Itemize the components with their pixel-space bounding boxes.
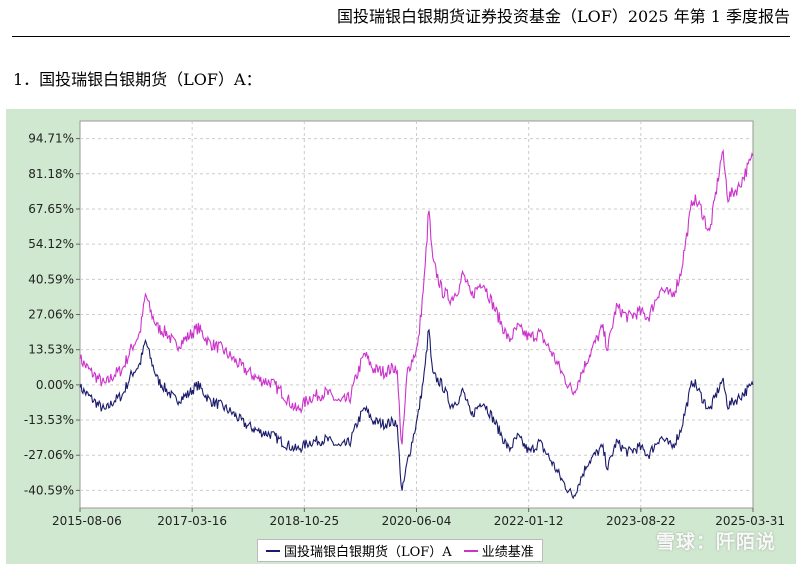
x-tick-label: 2020-06-04: [382, 514, 452, 528]
x-tick-label: 2017-03-16: [157, 514, 227, 528]
y-tick-label: 67.65%: [28, 202, 74, 216]
y-tick-label: -27.06%: [24, 448, 74, 462]
legend-swatch-benchmark: [463, 549, 478, 552]
y-tick-label: 27.06%: [28, 308, 74, 322]
y-tick-label: 81.18%: [28, 167, 74, 181]
y-tick-label: -13.53%: [24, 413, 74, 427]
chart-frame: 94.71% 81.18% 67.65% 54.12% 40.59% 27.06% 13.5…: [6, 109, 796, 564]
section-title: 1．国投瑞银白银期货（LOF）A：: [13, 70, 262, 89]
y-tick-label: 13.53%: [28, 343, 74, 357]
x-tick-label: 2015-08-06: [52, 514, 122, 528]
document-header: 国投瑞银白银期货证券投资基金（LOF）2025 年第 1 季度报告: [336, 7, 790, 26]
y-tick-label: 0.00%: [36, 378, 74, 392]
chart-legend: 国投瑞银白银期货（LOF）A 业绩基准: [257, 539, 543, 562]
y-tick-label: 40.59%: [28, 272, 74, 286]
benchmark-series-line: [79, 149, 754, 445]
legend-label-fund: 国投瑞银白银期货（LOF）A: [284, 545, 452, 560]
y-tick-label: 94.71%: [28, 132, 74, 146]
legend-label-benchmark: 业绩基准: [481, 545, 534, 560]
y-tick-label: 54.12%: [28, 237, 74, 251]
fund-series-line: [79, 328, 754, 500]
performance-chart: 94.71% 81.18% 67.65% 54.12% 40.59% 27.06% 13.5…: [24, 120, 785, 528]
x-tick-label: 2025-03-31: [715, 514, 785, 528]
header-rule: [12, 36, 790, 37]
legend-item-benchmark: 业绩基准: [463, 541, 534, 560]
x-tick-label: 2018-10-25: [269, 514, 339, 528]
y-tick-label: -40.59%: [24, 483, 74, 497]
legend-swatch-fund: [266, 549, 280, 552]
x-tick-label: 2022-01-12: [494, 514, 564, 528]
watermark: 雪球：阡陌说: [655, 531, 776, 553]
legend-item-fund: 国投瑞银白银期货（LOF）A: [266, 541, 452, 560]
x-tick-label: 2023-08-22: [606, 514, 676, 528]
